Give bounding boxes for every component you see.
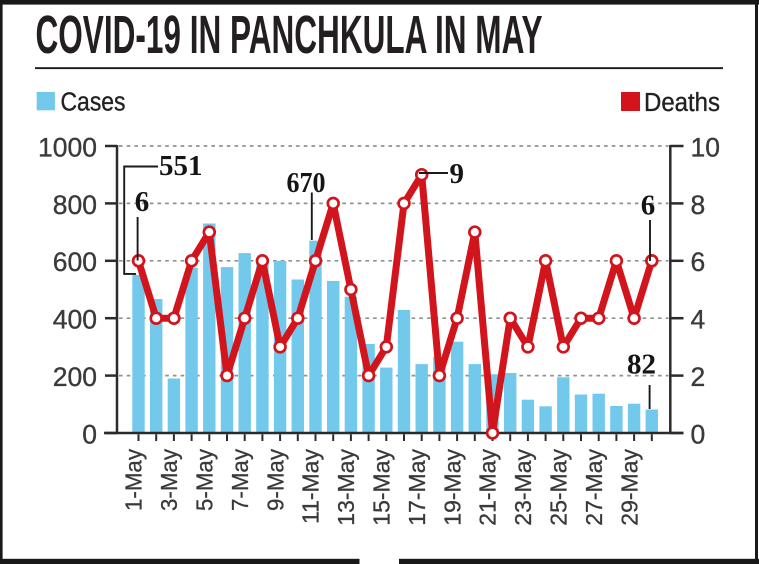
svg-text:800: 800: [53, 190, 97, 220]
svg-text:5-May: 5-May: [192, 449, 218, 511]
svg-text:27-May: 27-May: [581, 449, 607, 526]
svg-text:29-May: 29-May: [616, 449, 642, 526]
svg-text:21-May: 21-May: [475, 449, 501, 526]
svg-text:Cases: Cases: [61, 88, 126, 116]
svg-text:25-May: 25-May: [546, 449, 572, 526]
svg-text:15-May: 15-May: [369, 449, 395, 526]
svg-text:2: 2: [691, 362, 706, 392]
svg-text:82: 82: [627, 349, 656, 381]
svg-text:11-May: 11-May: [298, 449, 324, 524]
svg-text:670: 670: [287, 167, 326, 199]
svg-text:9: 9: [450, 158, 465, 190]
svg-text:0: 0: [691, 419, 706, 449]
svg-text:9-May: 9-May: [262, 449, 288, 511]
svg-text:0: 0: [82, 419, 97, 449]
svg-text:400: 400: [53, 305, 97, 335]
svg-text:600: 600: [53, 247, 97, 277]
svg-text:19-May: 19-May: [439, 449, 465, 526]
svg-text:17-May: 17-May: [404, 449, 430, 526]
svg-text:23-May: 23-May: [510, 449, 536, 526]
svg-text:Deaths: Deaths: [644, 89, 720, 117]
svg-text:6: 6: [641, 190, 656, 222]
svg-text:8: 8: [691, 190, 706, 220]
svg-text:10: 10: [691, 132, 720, 162]
svg-text:4: 4: [691, 305, 706, 335]
svg-text:7-May: 7-May: [227, 449, 253, 511]
svg-text:6: 6: [135, 186, 150, 218]
svg-text:13-May: 13-May: [333, 449, 359, 526]
svg-text:200: 200: [53, 362, 97, 392]
svg-text:1000: 1000: [38, 132, 97, 162]
svg-text:551: 551: [159, 150, 203, 182]
svg-text:3-May: 3-May: [156, 449, 182, 511]
svg-text:1-May: 1-May: [121, 449, 147, 511]
svg-text:6: 6: [691, 247, 706, 277]
svg-text:COVID-19 IN PANCHKULA IN MAY: COVID-19 IN PANCHKULA IN MAY: [36, 6, 543, 65]
